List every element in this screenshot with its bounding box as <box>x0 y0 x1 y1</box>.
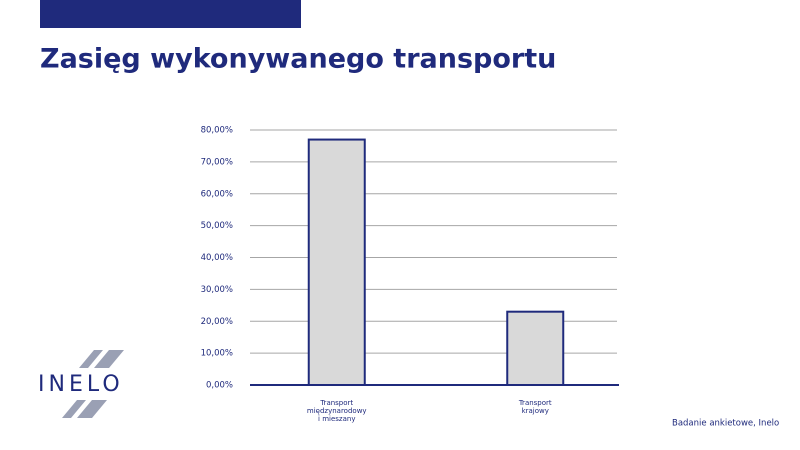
y-tick-label: 80,00% <box>201 126 233 136</box>
y-tick-label: 0,00% <box>206 381 233 391</box>
x-tick-label: Transport krajowy <box>518 399 552 415</box>
bar <box>307 138 366 386</box>
x-tick-label: Transport międzynarodowy i mieszany <box>306 399 367 423</box>
y-tick-label: 60,00% <box>201 189 233 199</box>
y-tick-label: 20,00% <box>201 317 233 327</box>
source-note: Badanie ankietowe, Inelo <box>672 419 779 429</box>
logo: INELO <box>38 372 124 397</box>
y-tick-label: 40,00% <box>201 253 233 263</box>
y-tick-label: 50,00% <box>201 221 233 231</box>
header-bar <box>40 0 301 28</box>
y-tick-label: 10,00% <box>201 349 233 359</box>
y-tick-label: 30,00% <box>201 285 233 295</box>
logo-slashes <box>62 350 124 418</box>
chart-title: Zasięg wykonywanego transportu <box>40 44 556 75</box>
y-tick-label: 70,00% <box>201 157 233 167</box>
bar <box>506 310 565 386</box>
